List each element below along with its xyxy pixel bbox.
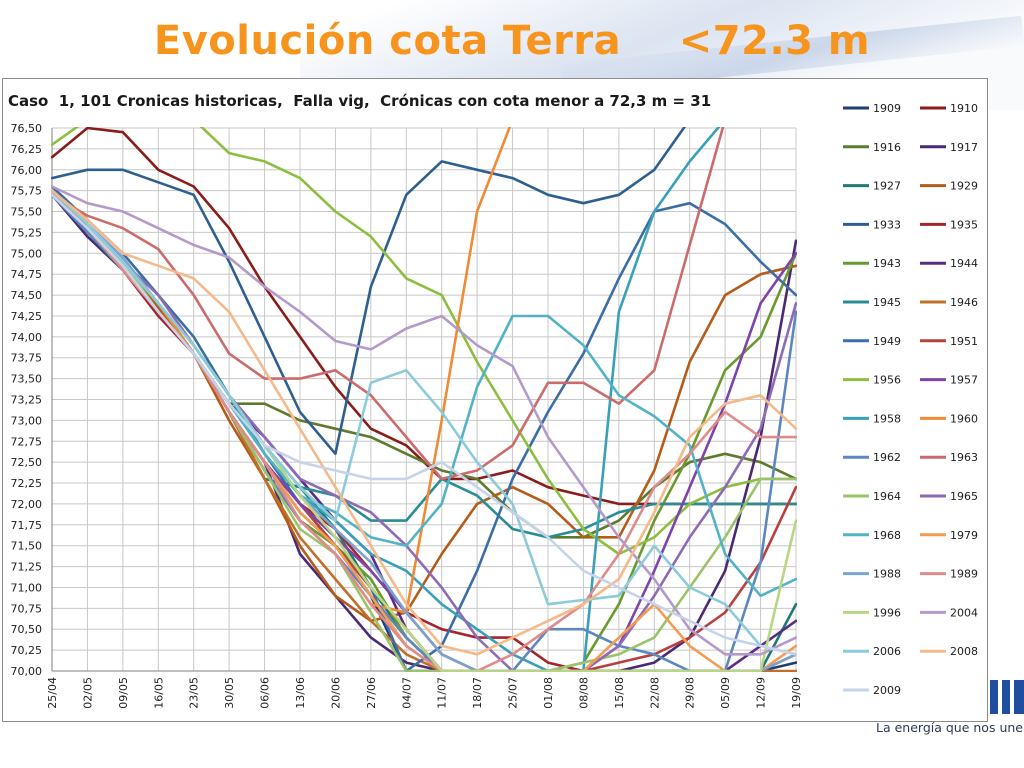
legend-label-1916: 1916: [873, 141, 901, 154]
legend-label-1949: 1949: [873, 335, 901, 348]
company-logo: [990, 680, 1024, 714]
x-tick-label: 11/07: [436, 677, 449, 709]
y-tick-label: 74,25: [11, 310, 43, 323]
legend-label-1917: 1917: [950, 141, 978, 154]
x-tick-label: 22/08: [648, 677, 661, 709]
y-tick-label: 74,75: [11, 268, 43, 281]
legend-label-1933: 1933: [873, 218, 901, 231]
y-tick-label: 74,00: [11, 331, 43, 344]
y-tick-label: 73,25: [11, 394, 43, 407]
x-tick-label: 25/04: [46, 677, 59, 709]
y-tick-label: 72,25: [11, 477, 43, 490]
x-tick-label: 15/08: [613, 677, 626, 709]
legend-label-2004: 2004: [950, 606, 978, 619]
series-line-2009: [51, 193, 797, 656]
y-tick-label: 76,25: [11, 143, 43, 156]
y-tick-label: 70,00: [11, 665, 43, 678]
x-tick-label: 12/09: [755, 677, 768, 709]
legend-label-1958: 1958: [873, 412, 901, 425]
y-tick-label: 73,75: [11, 352, 43, 365]
y-tick-label: 70,75: [11, 602, 43, 615]
y-tick-label: 76,50: [11, 122, 43, 135]
series-line-1956: [51, 127, 797, 556]
x-tick-label: 29/08: [684, 677, 697, 709]
y-tick-label: 76,00: [11, 164, 43, 177]
x-tick-label: 09/05: [117, 677, 130, 709]
x-tick-label: 30/05: [223, 677, 236, 709]
x-tick-label: 02/05: [81, 677, 94, 709]
x-tick-label: 04/07: [400, 677, 413, 709]
legend-label-2009: 2009: [873, 684, 901, 697]
y-tick-label: 70,50: [11, 623, 43, 636]
legend-label-1956: 1956: [873, 374, 901, 387]
y-tick-label: 74,50: [11, 289, 43, 302]
slide-title: Evolución cota Terra <72.3 m: [153, 18, 871, 64]
x-tick-label: 20/06: [329, 677, 342, 709]
legend-label-1943: 1943: [873, 257, 901, 270]
x-tick-label: 18/07: [471, 677, 484, 709]
series-line-1945: [51, 193, 797, 539]
legend-label-1909: 1909: [873, 102, 901, 115]
legend-label-1951: 1951: [950, 335, 978, 348]
legend-label-1927: 1927: [873, 180, 901, 193]
y-tick-label: 71,25: [11, 561, 43, 574]
chart-title: Caso 1, 101 Cronicas historicas, Falla v…: [8, 92, 712, 110]
series-line-2008: [51, 189, 797, 656]
x-tick-label: 06/06: [259, 677, 272, 709]
legend-label-1965: 1965: [950, 490, 978, 503]
legend-label-1957: 1957: [950, 374, 978, 387]
legend-label-1968: 1968: [873, 529, 901, 542]
series-line-1960: [51, 127, 512, 614]
legend-label-1963: 1963: [950, 451, 978, 464]
x-tick-label: 01/08: [542, 677, 555, 709]
y-tick-label: 71,50: [11, 540, 43, 553]
y-tick-label: 71,00: [11, 581, 43, 594]
legend-label-1960: 1960: [950, 412, 978, 425]
x-tick-label: 25/07: [507, 677, 520, 709]
y-tick-label: 73,00: [11, 414, 43, 427]
y-tick-label: 75,00: [11, 247, 43, 260]
legend-label-1910: 1910: [950, 102, 978, 115]
legend-label-1962: 1962: [873, 451, 901, 464]
y-tick-label: 75,25: [11, 226, 43, 239]
y-tick-label: 70,25: [11, 644, 43, 657]
y-tick-label: 73,50: [11, 373, 43, 386]
x-tick-label: 23/05: [188, 677, 201, 709]
legend-label-1929: 1929: [950, 180, 978, 193]
series-line-1933: [51, 127, 687, 456]
x-tick-label: 05/09: [719, 677, 732, 709]
legend-label-2006: 2006: [873, 645, 901, 658]
legend-label-2008: 2008: [950, 645, 978, 658]
legend-label-1946: 1946: [950, 296, 978, 309]
y-tick-label: 71,75: [11, 519, 43, 532]
legend-label-1935: 1935: [950, 218, 978, 231]
y-tick-label: 72,50: [11, 456, 43, 469]
company-tagline: La energía que nos une: [876, 720, 1023, 735]
x-tick-label: 08/08: [577, 677, 590, 709]
x-tick-label: 13/06: [294, 677, 307, 709]
y-tick-label: 72,00: [11, 498, 43, 511]
series-line-1916: [51, 193, 797, 539]
legend-label-1989: 1989: [950, 568, 978, 581]
legend-label-1979: 1979: [950, 529, 978, 542]
legend-label-1944: 1944: [950, 257, 978, 270]
series-line-2004: [51, 185, 797, 656]
y-tick-label: 75,50: [11, 206, 43, 219]
legend-label-1945: 1945: [873, 296, 901, 309]
x-tick-label: 16/05: [152, 677, 165, 709]
y-tick-label: 72,75: [11, 435, 43, 448]
x-tick-label: 19/09: [790, 677, 803, 709]
x-tick-label: 27/06: [365, 677, 378, 709]
legend-label-1988: 1988: [873, 568, 901, 581]
series-group: [51, 127, 797, 672]
y-tick-label: 75,75: [11, 185, 43, 198]
series-line-1958: [51, 127, 721, 672]
legend-label-1996: 1996: [873, 606, 901, 619]
legend-label-1964: 1964: [873, 490, 901, 503]
series-line-2006: [51, 189, 797, 656]
